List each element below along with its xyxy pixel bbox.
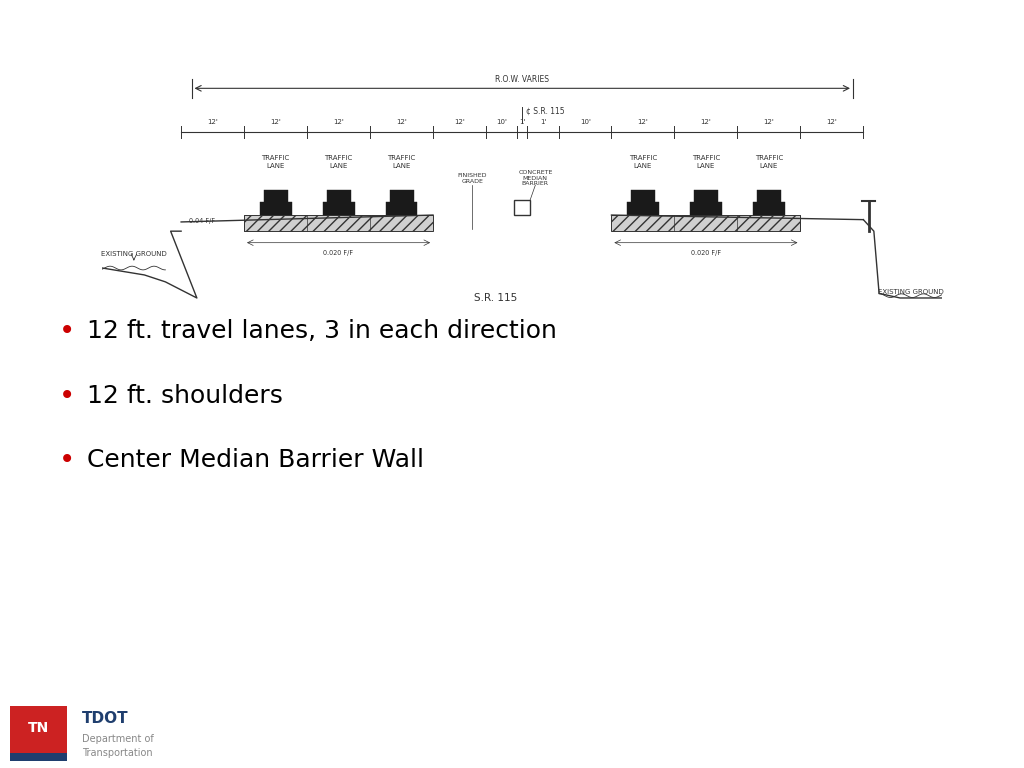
Bar	[753, 201, 784, 215]
Text: 1': 1'	[519, 119, 525, 125]
Bar	[327, 190, 350, 201]
Bar	[389, 190, 414, 201]
Text: Department of: Department of	[82, 734, 154, 744]
Text: 12': 12'	[207, 119, 218, 125]
Text: TDOT: TDOT	[82, 710, 129, 726]
Bar	[10, 753, 67, 761]
Bar	[757, 190, 781, 201]
Text: Transportation: Transportation	[82, 748, 153, 758]
Text: Center Median Barrier Wall: Center Median Barrier Wall	[87, 449, 424, 472]
Text: 12 ft. shoulders: 12 ft. shoulders	[87, 384, 283, 408]
Text: 0.020 F/F: 0.020 F/F	[691, 250, 721, 256]
Text: TN: TN	[28, 721, 49, 735]
Text: 10': 10'	[496, 119, 507, 125]
Bar	[611, 215, 801, 231]
Text: 12': 12'	[333, 119, 344, 125]
Text: Woodson Drive to Cherokee Trail Cross-Section: Woodson Drive to Cherokee Trail Cross-Se…	[109, 31, 915, 61]
Bar	[694, 190, 718, 201]
Bar	[690, 201, 722, 215]
Text: EXISTING GROUND: EXISTING GROUND	[878, 289, 943, 295]
Text: 0.04 F/F: 0.04 F/F	[189, 218, 215, 223]
Bar	[10, 706, 67, 761]
Text: 12': 12'	[270, 119, 281, 125]
Bar	[263, 190, 288, 201]
Text: 12': 12'	[396, 119, 407, 125]
Bar	[514, 200, 530, 215]
Text: ¢ S.R. 115: ¢ S.R. 115	[526, 107, 565, 116]
Text: 12': 12'	[700, 119, 712, 125]
Bar	[260, 201, 292, 215]
Bar	[244, 215, 433, 231]
Bar	[627, 201, 658, 215]
Text: •: •	[58, 317, 75, 346]
Text: •: •	[58, 382, 75, 410]
Text: 10': 10'	[580, 119, 591, 125]
Bar	[323, 201, 354, 215]
Text: TRAFFIC
LANE: TRAFFIC LANE	[325, 155, 352, 169]
Text: S.R. 115: S.R. 115	[474, 293, 517, 303]
Text: 12 ft. travel lanes, 3 in each direction: 12 ft. travel lanes, 3 in each direction	[87, 319, 557, 343]
Text: TRAFFIC
LANE: TRAFFIC LANE	[387, 155, 416, 169]
Bar	[631, 190, 655, 201]
Text: TRAFFIC
LANE: TRAFFIC LANE	[755, 155, 783, 169]
Text: 1': 1'	[540, 119, 547, 125]
Text: TRAFFIC
LANE: TRAFFIC LANE	[692, 155, 720, 169]
Text: TRAFFIC
LANE: TRAFFIC LANE	[629, 155, 657, 169]
Text: EXISTING GROUND: EXISTING GROUND	[101, 250, 167, 257]
Text: CONCRETE
MEDIAN
BARRIER: CONCRETE MEDIAN BARRIER	[518, 170, 553, 187]
Text: 0.020 F/F: 0.020 F/F	[324, 250, 353, 256]
Text: •: •	[58, 446, 75, 475]
Text: 12': 12'	[454, 119, 465, 125]
Text: TRAFFIC
LANE: TRAFFIC LANE	[261, 155, 290, 169]
Text: FINISHED
GRADE: FINISHED GRADE	[458, 173, 487, 184]
Text: 12': 12'	[826, 119, 838, 125]
Text: 12': 12'	[764, 119, 774, 125]
Text: R.O.W. VARIES: R.O.W. VARIES	[496, 74, 549, 84]
Text: 12': 12'	[638, 119, 648, 125]
Bar	[386, 201, 418, 215]
